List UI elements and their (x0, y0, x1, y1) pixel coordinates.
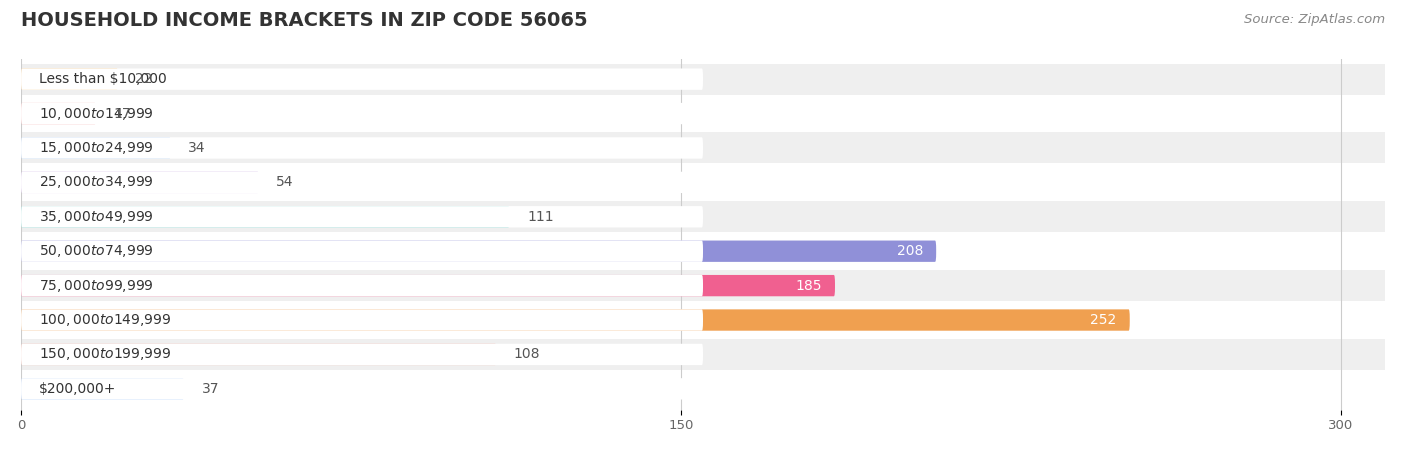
Bar (21, 167, 1385, 198)
Text: Source: ZipAtlas.com: Source: ZipAtlas.com (1244, 14, 1385, 27)
Text: 54: 54 (276, 176, 294, 189)
FancyBboxPatch shape (21, 309, 1130, 331)
Bar (21, 236, 1385, 267)
FancyBboxPatch shape (21, 275, 703, 296)
Text: 185: 185 (796, 279, 821, 292)
FancyBboxPatch shape (21, 206, 509, 227)
FancyBboxPatch shape (21, 344, 703, 365)
Bar (21, 270, 1385, 301)
FancyBboxPatch shape (21, 241, 703, 262)
Text: $200,000+: $200,000+ (39, 382, 117, 396)
FancyBboxPatch shape (21, 137, 170, 159)
FancyBboxPatch shape (21, 103, 96, 124)
Text: $25,000 to $34,999: $25,000 to $34,999 (39, 175, 153, 190)
Bar (21, 63, 1385, 94)
Text: $35,000 to $49,999: $35,000 to $49,999 (39, 209, 153, 225)
Text: 111: 111 (527, 210, 554, 224)
Bar (21, 132, 1385, 163)
FancyBboxPatch shape (21, 68, 118, 90)
Text: 108: 108 (513, 347, 540, 361)
Bar (21, 305, 1385, 336)
FancyBboxPatch shape (21, 344, 496, 365)
Text: $75,000 to $99,999: $75,000 to $99,999 (39, 278, 153, 293)
FancyBboxPatch shape (21, 68, 703, 90)
Text: $50,000 to $74,999: $50,000 to $74,999 (39, 243, 153, 259)
FancyBboxPatch shape (21, 241, 936, 262)
Bar (21, 374, 1385, 405)
Text: $150,000 to $199,999: $150,000 to $199,999 (39, 346, 172, 362)
FancyBboxPatch shape (21, 378, 184, 400)
FancyBboxPatch shape (21, 378, 703, 400)
Bar (21, 201, 1385, 232)
FancyBboxPatch shape (21, 172, 703, 193)
Text: 208: 208 (897, 244, 922, 258)
Text: HOUSEHOLD INCOME BRACKETS IN ZIP CODE 56065: HOUSEHOLD INCOME BRACKETS IN ZIP CODE 56… (21, 11, 588, 31)
Bar (21, 98, 1385, 129)
Bar (21, 339, 1385, 370)
FancyBboxPatch shape (21, 206, 703, 227)
FancyBboxPatch shape (21, 309, 703, 331)
Text: $10,000 to $14,999: $10,000 to $14,999 (39, 106, 153, 122)
Text: 37: 37 (201, 382, 219, 396)
Text: 252: 252 (1090, 313, 1116, 327)
Text: Less than $10,000: Less than $10,000 (39, 72, 166, 86)
FancyBboxPatch shape (21, 275, 835, 296)
FancyBboxPatch shape (21, 137, 703, 159)
FancyBboxPatch shape (21, 103, 703, 124)
FancyBboxPatch shape (21, 172, 259, 193)
Text: $15,000 to $24,999: $15,000 to $24,999 (39, 140, 153, 156)
Text: $100,000 to $149,999: $100,000 to $149,999 (39, 312, 172, 328)
Text: 34: 34 (188, 141, 205, 155)
Text: 22: 22 (135, 72, 153, 86)
Text: 17: 17 (114, 107, 131, 121)
